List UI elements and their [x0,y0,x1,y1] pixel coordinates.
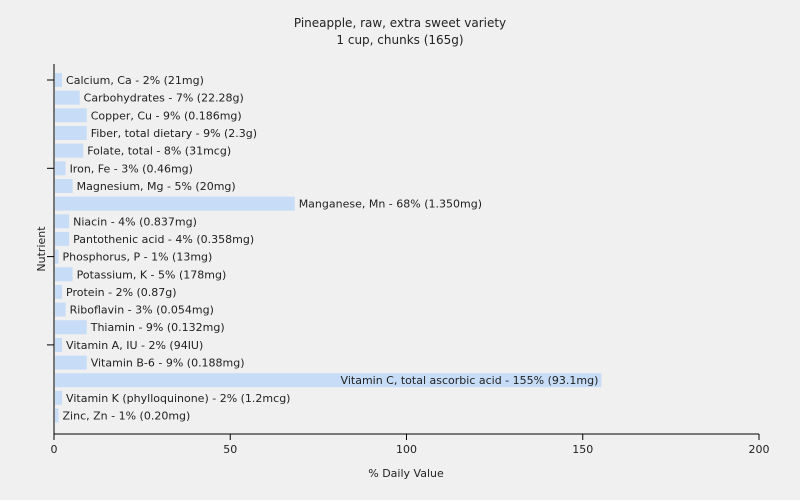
x-axis-label: % Daily Value [368,467,444,480]
bar [55,178,73,193]
bar-label: Vitamin A, IU - 2% (94IU) [66,339,203,352]
bar-label: Vitamin B-6 - 9% (0.188mg) [91,357,245,370]
x-axis-ticks: 0 50 100 150 200 [51,434,770,456]
bar-label: Zinc, Zn - 1% (0.20mg) [63,410,191,423]
bar [55,108,87,123]
y-axis-label: Nutrient [35,226,48,272]
bar [55,302,66,317]
bar [55,408,59,423]
bar-label: Fiber, total dietary - 9% (2.3g) [91,127,257,140]
x-tick-label: 100 [396,443,417,456]
bar [55,196,295,211]
x-tick-label: 50 [223,443,237,456]
bars-group [55,73,602,423]
bar-label: Protein - 2% (0.87g) [66,286,177,299]
bar-label: Magnesium, Mg - 5% (20mg) [77,180,236,193]
bar-label: Thiamin - 9% (0.132mg) [90,321,225,334]
bar-label: Niacin - 4% (0.837mg) [73,215,197,228]
bar-label: Phosphorus, P - 1% (13mg) [63,251,213,264]
bar-label: Pantothenic acid - 4% (0.358mg) [73,233,254,246]
bar [55,284,63,299]
x-tick-label: 150 [572,443,593,456]
bar [55,143,84,158]
bar-label: Calcium, Ca - 2% (21mg) [66,74,204,87]
bar-label: Vitamin C, total ascorbic acid - 155% (9… [341,374,599,387]
bar [55,390,63,405]
bar [55,337,63,352]
bar-labels-group: Calcium, Ca - 2% (21mg) Carbohydrates - 7… [63,74,599,423]
x-tick-label: 0 [51,443,58,456]
chart-subtitle: 1 cup, chunks (165g) [336,33,463,47]
bar-label: Vitamin K (phylloquinone) - 2% (1.2mcg) [66,392,290,405]
bar-label: Potassium, K - 5% (178mg) [77,268,227,281]
x-tick-label: 200 [749,443,770,456]
bar [55,125,87,140]
chart-title: Pineapple, raw, extra sweet variety [294,16,506,30]
bar [55,355,87,370]
bar-label: Manganese, Mn - 68% (1.350mg) [299,198,482,211]
bar [55,373,602,388]
bar [55,90,80,105]
bar [55,267,73,282]
bar-label: Iron, Fe - 3% (0.46mg) [70,162,193,175]
bar [55,231,70,246]
bar [55,73,63,87]
bar-label: Riboflavin - 3% (0.054mg) [70,304,214,317]
bar-label: Folate, total - 8% (31mcg) [87,145,231,158]
bar [55,249,59,264]
y-axis-ticks [47,79,54,346]
bar [55,320,87,335]
bar [55,161,66,176]
bar-label: Carbohydrates - 7% (22.28g) [84,92,244,105]
bar-label: Copper, Cu - 9% (0.186mg) [91,109,242,122]
bar [55,214,70,229]
